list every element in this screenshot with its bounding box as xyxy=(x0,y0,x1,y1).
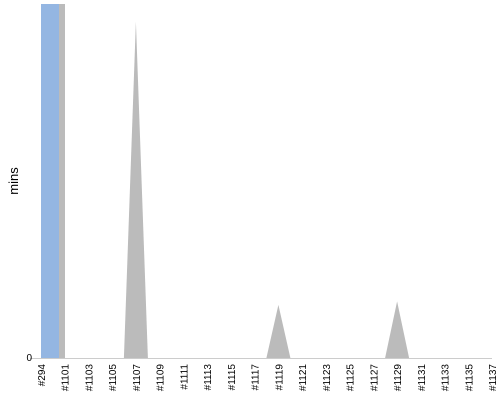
highlight-bar-294 xyxy=(41,4,59,358)
x-tick-label: #1103 xyxy=(85,364,96,392)
x-tick-label: #1105 xyxy=(108,364,119,392)
x-tick-label: #1109 xyxy=(156,364,167,392)
x-tick-label: #1117 xyxy=(251,364,262,391)
x-tick-label: #1101 xyxy=(61,364,72,392)
area-peak-1119 xyxy=(266,304,291,358)
x-tick-label: #294 xyxy=(37,364,48,387)
x-tick-label: #1137 xyxy=(488,364,499,392)
y-axis-label: mins xyxy=(6,167,21,195)
x-tick-label: #1127 xyxy=(369,364,380,392)
x-tick-label: #1125 xyxy=(346,364,357,392)
x-tick-label: #1131 xyxy=(417,364,428,392)
area-peak-1107 xyxy=(123,21,148,358)
area-peak-1129 xyxy=(385,301,410,358)
x-tick-label: #1119 xyxy=(274,364,285,391)
y-tick-label: 0 xyxy=(26,353,32,364)
x-tick-label: #1123 xyxy=(322,364,333,392)
x-tick-label: #1129 xyxy=(393,364,404,392)
x-tick-label: #1135 xyxy=(464,364,475,392)
x-tick-labels: #294 #1101 #1103 #1105 #1107 #1109 #1111 #1113 #… xyxy=(37,364,499,392)
x-tick-label: #1115 xyxy=(227,364,238,391)
x-tick-label: #1107 xyxy=(132,364,143,392)
x-tick-label: #1113 xyxy=(203,364,214,391)
x-tick-label: #1121 xyxy=(298,364,309,392)
x-tick-label: #1133 xyxy=(441,364,452,392)
x-tick-label: #1111 xyxy=(179,364,190,390)
chart-marks xyxy=(41,4,410,358)
